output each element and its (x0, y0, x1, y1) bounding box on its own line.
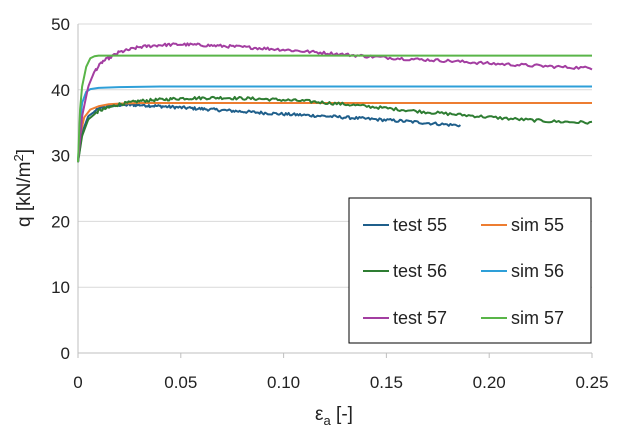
series-line-sim-57 (77, 54, 592, 163)
x-tick-label: 0.20 (473, 373, 506, 392)
legend-box (348, 197, 592, 344)
x-tick-label: 0.15 (370, 373, 403, 392)
y-axis-title: q [kN/m2] (11, 149, 35, 227)
tick-labels: 0 10 20 30 40 50 0 0.05 0.10 0.15 0.20 0.25 (51, 15, 608, 392)
x-tick-label: 0.25 (575, 373, 608, 392)
y-tick-label: 20 (51, 212, 70, 231)
legend-label: test 55 (393, 215, 447, 235)
series-line-test-56 (77, 95, 593, 163)
legend-label: test 57 (393, 308, 447, 328)
series-line-test-57 (77, 42, 593, 163)
series-line-test-55 (77, 102, 462, 163)
y-tick-label: 0 (61, 344, 70, 363)
legend-label: test 56 (393, 261, 447, 281)
x-tick-label: 0.05 (164, 373, 197, 392)
x-axis-title: εa [-] (315, 404, 353, 428)
legend-label: sim 56 (511, 261, 564, 281)
series-lines (77, 42, 593, 163)
legend-label: sim 57 (511, 308, 564, 328)
y-tick-label: 30 (51, 147, 70, 166)
y-tick-label: 10 (51, 278, 70, 297)
axes (77, 24, 593, 358)
y-tick-label: 40 (51, 81, 70, 100)
legend: test 55 sim 55 test 56 sim 56 test 57 sim 57 (348, 197, 592, 344)
x-tick-label: 0 (73, 373, 82, 392)
x-tick-label: 0.10 (267, 373, 300, 392)
legend-label: sim 55 (511, 215, 564, 235)
y-tick-label: 50 (51, 15, 70, 34)
